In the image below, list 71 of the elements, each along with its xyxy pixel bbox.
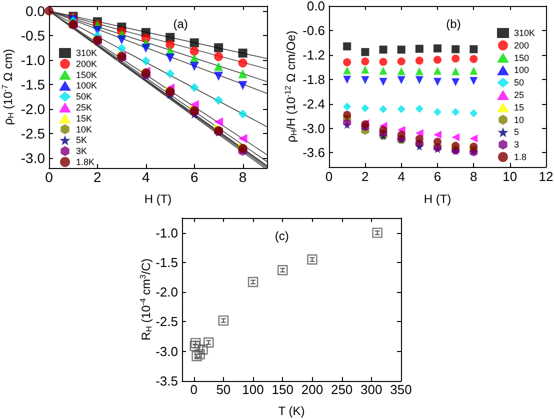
- legend-label: 3: [514, 140, 520, 150]
- legend-label: 5: [514, 127, 520, 138]
- y-axis-title: RH (10-4 cm3/C): [138, 258, 154, 341]
- y-tick-label: -1.5: [20, 76, 46, 93]
- x-tick-label: 4: [398, 169, 405, 184]
- x-tick-label: 10: [502, 169, 518, 184]
- legend-label: 150: [514, 52, 530, 63]
- legend-label: 10K: [76, 124, 92, 134]
- x-tick-label: 0: [325, 169, 333, 184]
- x-axis-title: H (T): [144, 192, 172, 206]
- annotation: (a): [173, 16, 188, 31]
- y-tick-label: 0.0: [26, 2, 46, 19]
- x-tick-label: 12: [538, 169, 554, 184]
- x-tick-label: 100: [242, 382, 264, 397]
- y-axis-title: ρH (10-7 Ω cm): [0, 48, 16, 126]
- x-tick-label: 0: [45, 169, 54, 185]
- legend-label: 200K: [76, 58, 98, 69]
- y-tick-label: -2.0: [20, 101, 46, 118]
- x-axis-title: T (K): [278, 404, 305, 418]
- x-tick-label: 8: [238, 169, 247, 185]
- y-tick-label: -3.0: [156, 344, 178, 359]
- annotation: (c): [274, 229, 289, 244]
- x-tick-label: 200: [301, 382, 324, 397]
- y-tick-label: -3.0: [20, 150, 46, 166]
- x-axis-title: H (T): [424, 192, 452, 206]
- x-tick-label: 0: [190, 382, 198, 397]
- x-tick-label: 8: [470, 169, 478, 184]
- legend-label: 50K: [76, 92, 92, 102]
- y-tick-label: -2.5: [20, 126, 46, 142]
- x-tick-label: 150: [272, 382, 294, 397]
- annotation: (b): [446, 16, 461, 31]
- legend-label: 1.8K: [76, 157, 95, 167]
- y-tick-label: -3.6: [302, 145, 325, 160]
- y-tick-label: -1.0: [20, 52, 46, 68]
- y-tick-label: -0.5: [20, 27, 46, 44]
- y-tick-label: -2.5: [156, 314, 178, 330]
- y-tick-label: -1.5: [156, 254, 178, 270]
- y-tick-label: -2.4: [302, 96, 325, 112]
- x-tick-label: 250: [330, 382, 353, 397]
- y-tick-label: -1.0: [156, 225, 178, 240]
- legend-label: 310K: [514, 28, 536, 38]
- legend-label: 25K: [76, 102, 92, 112]
- x-tick-label: 2: [94, 169, 102, 185]
- x-tick-label: 300: [360, 382, 382, 397]
- legend-label: 310K: [76, 48, 98, 58]
- y-tick-label: -1.8: [302, 72, 325, 87]
- legend-label: 15K: [76, 113, 92, 124]
- x-tick-label: 350: [390, 382, 412, 397]
- legend-label: 150K: [76, 70, 98, 80]
- y-axis-title: ρH/H (10-12 Ω cm/Oe): [284, 30, 298, 142]
- y-tick-label: -0.6: [302, 22, 325, 38]
- x-tick-label: 2: [362, 169, 369, 184]
- legend-label: 100K: [76, 80, 98, 91]
- legend-label: 15: [514, 102, 524, 112]
- legend-label: 50: [514, 78, 524, 88]
- x-tick-label: 6: [190, 169, 198, 185]
- legend-label: 100: [514, 65, 530, 76]
- y-tick-label: -2.0: [156, 284, 178, 300]
- x-tick-label: 6: [434, 169, 442, 184]
- legend-label: 5K: [76, 135, 88, 146]
- legend-label: 3K: [76, 146, 88, 156]
- legend-label: 10: [514, 114, 524, 125]
- y-tick-label: -3.5: [156, 374, 178, 388]
- legend-label: 25: [514, 90, 524, 100]
- legend-label: 1.8: [514, 152, 527, 162]
- x-tick-label: 50: [216, 382, 231, 397]
- legend-label: 200: [514, 40, 530, 50]
- y-tick-label: -1.2: [302, 47, 325, 62]
- x-tick-label: 4: [142, 169, 150, 185]
- y-tick-label: 0.0: [306, 0, 325, 14]
- y-tick-label: -3.0: [302, 120, 325, 136]
